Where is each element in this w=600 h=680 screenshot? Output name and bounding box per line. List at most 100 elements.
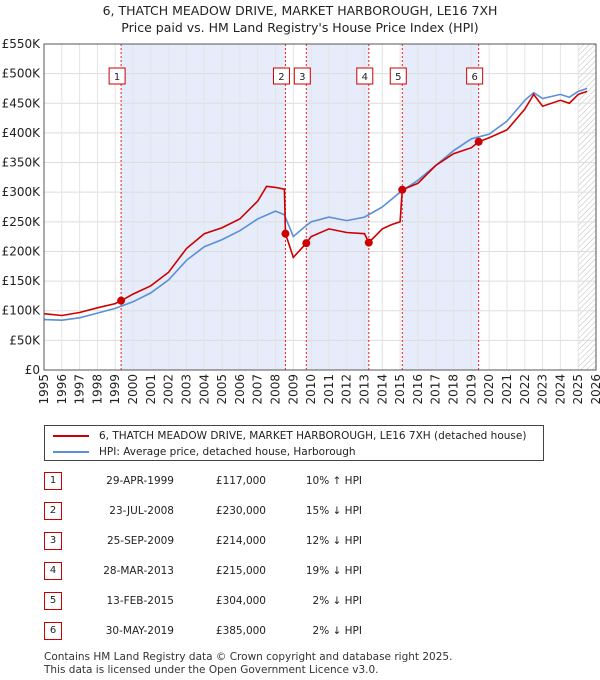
x-tick-label: 1996 (55, 374, 69, 405)
y-tick-label: £0 (25, 363, 40, 377)
sale-hpi-diff: 12% ↓ HPI (305, 535, 362, 547)
sale-marker-box (272, 67, 290, 85)
legend-swatch-property (53, 435, 89, 437)
y-tick-label: £250K (2, 215, 42, 229)
sale-number: 2 (44, 502, 62, 520)
x-tick-label: 2017 (429, 374, 443, 405)
x-tick-label: 2023 (536, 374, 550, 405)
legend-label-hpi: HPI: Average price, detached house, Harb… (99, 446, 356, 458)
x-tick-label: 2015 (393, 374, 407, 405)
sale-number: 6 (44, 622, 62, 640)
sale-price: £214,000 (215, 535, 266, 547)
y-tick-label: £450K (2, 96, 42, 110)
y-tick-label: £50K (9, 333, 41, 347)
forecast-hatch (578, 44, 596, 370)
x-tick-label: 2021 (500, 374, 514, 405)
sale-number: 1 (44, 472, 62, 490)
x-tick-label: 2011 (322, 374, 336, 405)
sale-marker-box (356, 67, 374, 85)
sale-marker-label: 3 (299, 72, 305, 83)
sale-number: 5 (44, 592, 62, 610)
y-tick-label: £500K (2, 67, 42, 81)
sale-hpi-diff: 15% ↓ HPI (305, 505, 362, 517)
x-tick-label: 2009 (286, 374, 300, 405)
sale-row: 6 30-MAY-2019 £385,000 2% ↓ HPI (44, 622, 584, 640)
y-tick-label: £200K (2, 244, 42, 258)
footer: Contains HM Land Registry data © Crown c… (44, 651, 452, 677)
sale-number: 4 (44, 562, 62, 580)
x-tick-label: 2014 (375, 374, 389, 405)
y-tick-label: £400K (2, 126, 42, 140)
property-price-line (43, 90, 588, 317)
sale-hpi-diff: 2% ↓ HPI (312, 595, 362, 607)
x-tick-label: 2001 (144, 374, 158, 405)
sale-date: 29-APR-1999 (106, 475, 174, 487)
y-tick-label: £550K (2, 37, 42, 51)
x-tick-label: 2026 (589, 374, 600, 405)
sale-marker-label: 4 (362, 72, 368, 83)
legend: 6, THATCH MEADOW DRIVE, MARKET HARBOROUG… (44, 425, 544, 461)
x-tick-label: 1997 (73, 374, 87, 405)
y-tick-label: £350K (2, 156, 42, 170)
sale-point (302, 239, 311, 248)
x-tick-label: 2004 (197, 374, 211, 405)
legend-item-property: 6, THATCH MEADOW DRIVE, MARKET HARBOROUG… (53, 428, 526, 444)
sale-row: 4 28-MAR-2013 £215,000 19% ↓ HPI (44, 562, 584, 580)
x-tick-label: 2022 (518, 374, 532, 405)
price-chart: £0 £50K £100K £150K £200K £250K £300K £350K £400… (2, 37, 600, 405)
sale-marker-label: 6 (471, 72, 477, 83)
sale-point (474, 137, 483, 146)
chart-title: 6, THATCH MEADOW DRIVE, MARKET HARBOROUG… (0, 2, 600, 36)
sale-marker-box (389, 67, 407, 85)
sale-point (398, 185, 407, 194)
sale-row: 5 13-FEB-2015 £304,000 2% ↓ HPI (44, 592, 584, 610)
sale-point (281, 229, 290, 238)
x-tick-label: 1998 (90, 374, 104, 405)
sale-hpi-diff: 19% ↓ HPI (305, 565, 362, 577)
x-tick-label: 2005 (215, 374, 229, 405)
legend-item-hpi: HPI: Average price, detached house, Harb… (53, 444, 356, 460)
chart-title-line-1: 6, THATCH MEADOW DRIVE, MARKET HARBOROUG… (102, 3, 498, 18)
x-tick-label: 2012 (340, 374, 354, 405)
footer-licence: This data is licensed under the Open Gov… (44, 664, 379, 676)
sale-marker-label: 1 (114, 72, 120, 83)
x-tick-label: 2008 (268, 374, 282, 405)
shaded-range (121, 44, 286, 370)
sale-point (364, 238, 373, 247)
sale-marker-box (466, 67, 484, 85)
sale-marker-box (293, 67, 311, 85)
x-tick-label: 2006 (233, 374, 247, 405)
x-tick-label: 1995 (37, 374, 51, 405)
sale-number: 3 (44, 532, 62, 550)
legend-swatch-hpi (53, 451, 89, 453)
x-tick-label: 2018 (447, 374, 461, 405)
sale-hpi-diff: 10% ↑ HPI (305, 475, 362, 487)
sale-marker-label: 2 (278, 72, 284, 83)
x-tick-label: 2020 (482, 374, 496, 405)
sale-price: £230,000 (215, 505, 266, 517)
sale-date: 25-SEP-2009 (106, 535, 174, 547)
x-tick-label: 2007 (251, 374, 265, 405)
sale-marker-label: 5 (395, 72, 401, 83)
footer-copyright: Contains HM Land Registry data © Crown c… (44, 651, 453, 663)
sale-date: 13-FEB-2015 (106, 595, 174, 607)
sale-date: 30-MAY-2019 (105, 625, 174, 637)
x-tick-label: 2024 (553, 374, 567, 405)
sale-price: £215,000 (215, 565, 266, 577)
x-tick-label: 1999 (108, 374, 122, 405)
x-tick-label: 2025 (571, 374, 585, 405)
sale-point (117, 296, 126, 305)
y-tick-label: £100K (2, 304, 42, 318)
y-tick-label: £300K (2, 185, 42, 199)
hpi-line (43, 87, 588, 322)
sale-price: £304,000 (215, 595, 266, 607)
x-tick-label: 2010 (304, 374, 318, 405)
sale-date: 28-MAR-2013 (103, 565, 174, 577)
sale-row: 3 25-SEP-2009 £214,000 12% ↓ HPI (44, 532, 584, 550)
plot-border (43, 43, 597, 371)
sale-marker-box (108, 67, 126, 85)
chart-title-line-2: Price paid vs. HM Land Registry's House … (121, 20, 479, 35)
legend-label-property: 6, THATCH MEADOW DRIVE, MARKET HARBOROUG… (99, 430, 527, 442)
sale-row: 2 23-JUL-2008 £230,000 15% ↓ HPI (44, 502, 584, 520)
x-tick-label: 2019 (464, 374, 478, 405)
